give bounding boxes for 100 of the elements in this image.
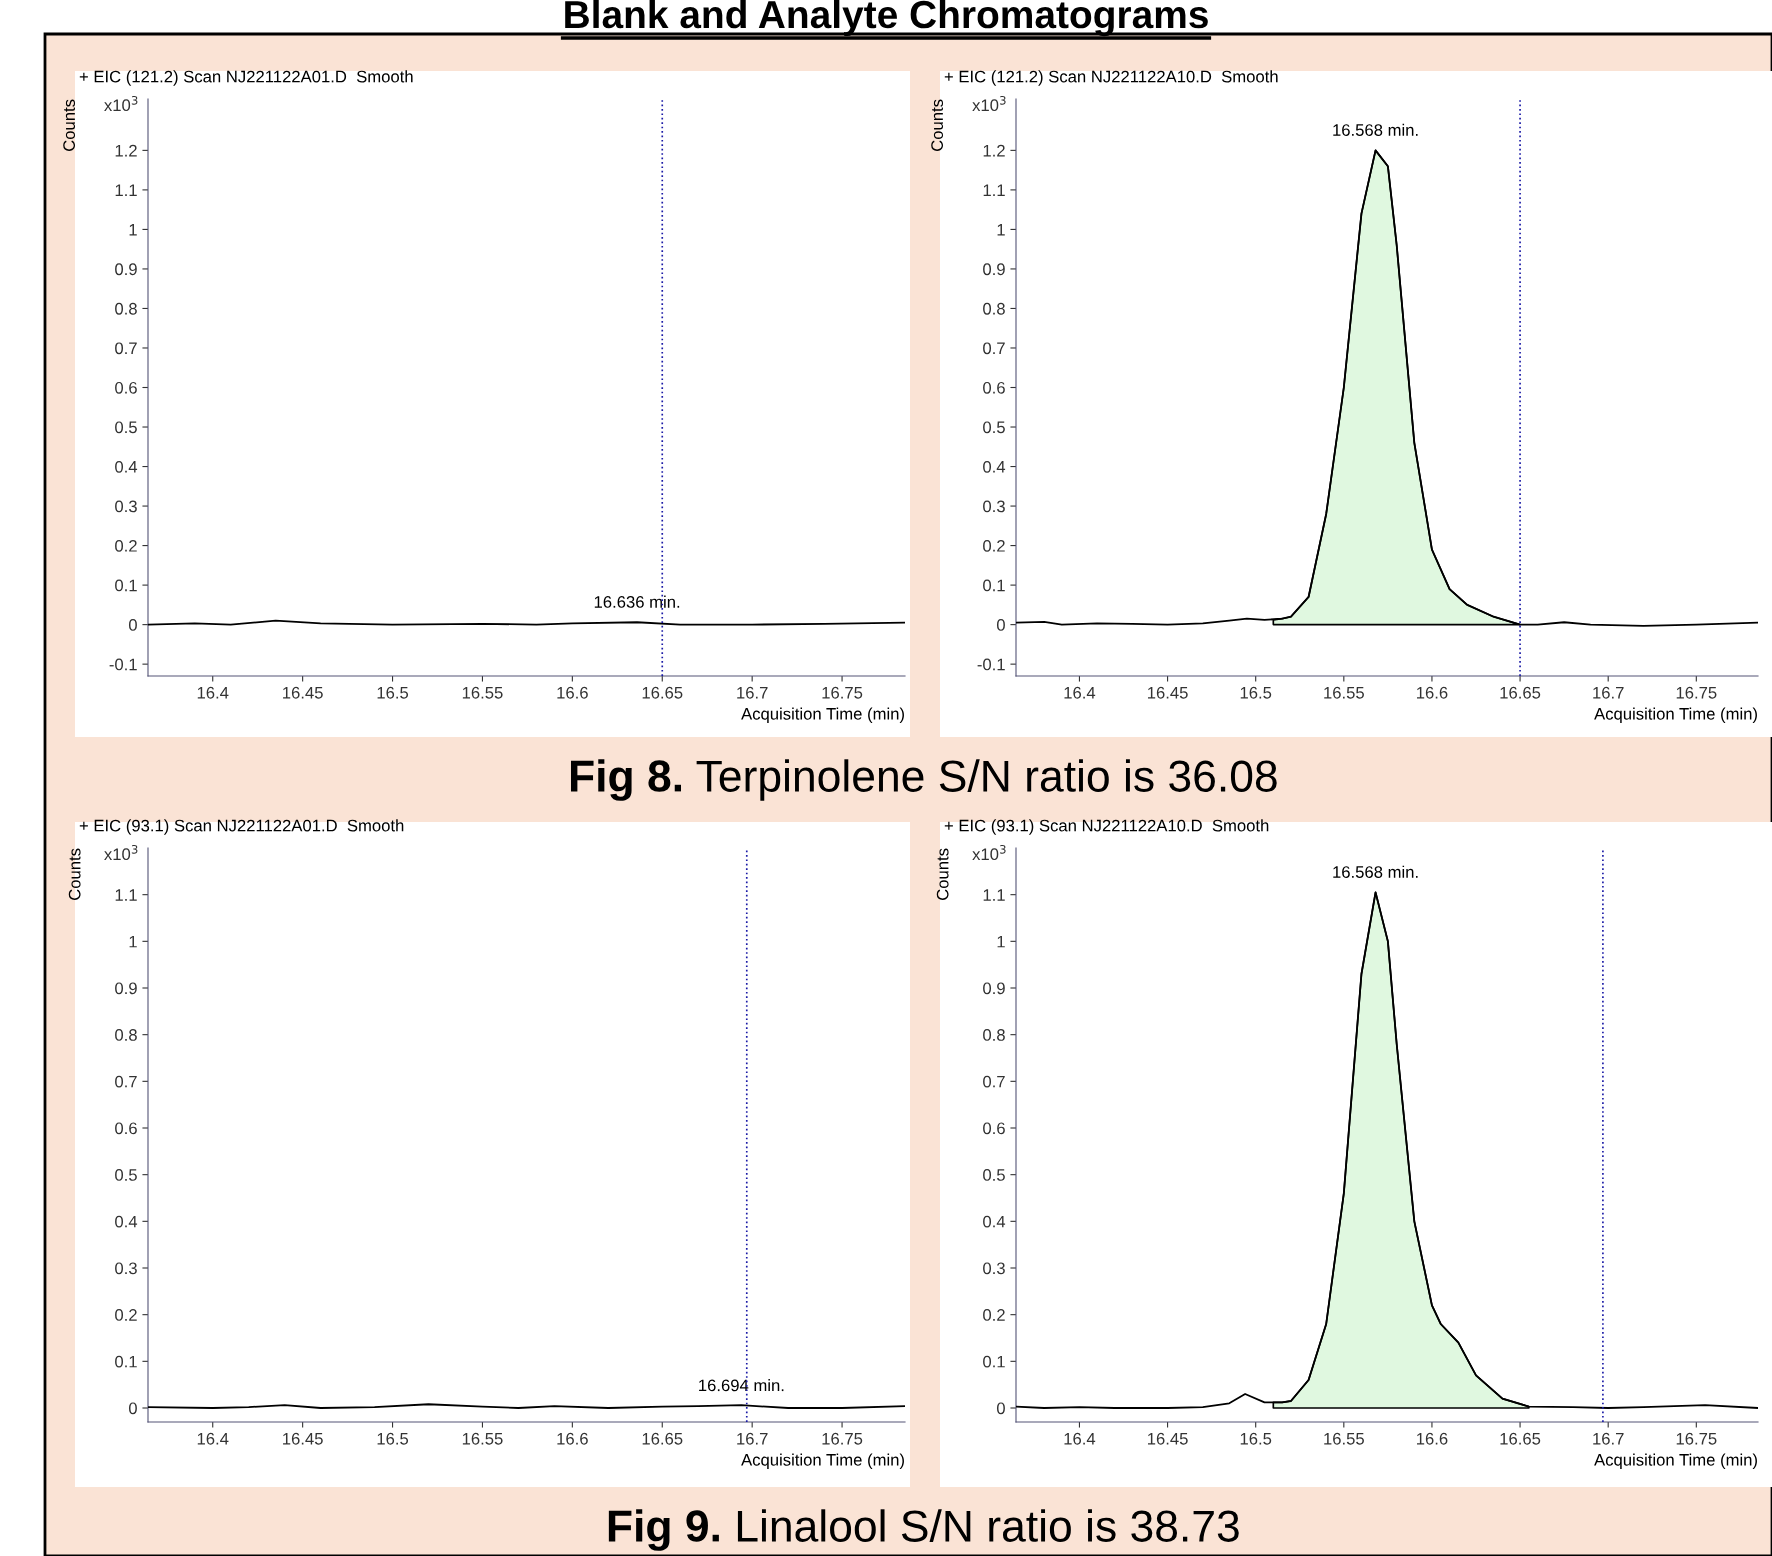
x-tick-label: 16.55 — [462, 686, 503, 699]
chart-title: + EIC (93.1) Scan NJ221122A10.D Smooth — [944, 819, 1269, 835]
x-tick-label: 16.7 — [1593, 1432, 1624, 1445]
y-tick-label: 0 — [996, 619, 1005, 631]
x-axis-title: Acquisition Time (min) — [741, 707, 904, 724]
x-tick-label: 16.6 — [557, 686, 588, 699]
y-tick-label: 1.1 — [983, 889, 1005, 901]
y-tick-label: 1.2 — [983, 144, 1005, 157]
y-tick-label: 0.7 — [115, 1075, 137, 1088]
x-axis-title: Acquisition Time (min) — [1594, 1453, 1757, 1470]
annotation: 16.636 min. — [594, 595, 680, 608]
y-tick-label: 0.7 — [983, 342, 1005, 355]
y-tick-label: 1.2 — [115, 144, 137, 157]
y-tick-label: 0.2 — [983, 539, 1005, 552]
x-tick-label: 16.5 — [1240, 1432, 1272, 1445]
y-tick-label: 0 — [996, 1402, 1005, 1415]
x-axis-title: Acquisition Time (min) — [1594, 707, 1757, 724]
chart-title: + EIC (121.2) Scan NJ221122A01.D Smooth — [79, 70, 413, 86]
text: x10$^{3}$ — [972, 844, 1006, 861]
y-tick-label: 1.1 — [115, 184, 137, 196]
y-tick-label: 0.9 — [983, 982, 1005, 995]
y-tick-label: 0.6 — [115, 1122, 137, 1135]
y-tick-label: 0.6 — [115, 381, 137, 394]
y-tick-label: 0.2 — [983, 1309, 1005, 1321]
x-tick-label: 16.6 — [1417, 686, 1448, 699]
chart-title: + EIC (121.2) Scan NJ221122A10.D Smooth — [944, 70, 1278, 86]
x-tick-label: 16.5 — [377, 686, 409, 699]
x-tick-label: 16.65 — [642, 1432, 683, 1445]
y-tick-label: 0.3 — [983, 500, 1005, 513]
x-tick-label: 16.75 — [1676, 686, 1717, 699]
y-tick-label: 0 — [128, 619, 137, 631]
y-tick-label: 0.9 — [115, 982, 137, 995]
y-tick-label: 0.4 — [115, 460, 138, 473]
x-tick-label: 16.75 — [822, 1432, 863, 1445]
y-tick-label: 0.7 — [115, 342, 137, 355]
y-tick-label: 0.1 — [115, 1355, 137, 1368]
x-tick-label: 16.75 — [1676, 1432, 1717, 1445]
y-tick-label: 0.7 — [983, 1075, 1005, 1088]
x-tick-label: 16.45 — [1147, 1432, 1188, 1445]
x-tick-label: 16.5 — [377, 1432, 409, 1445]
x-tick-label: 16.55 — [1324, 686, 1364, 699]
x-tick-label: 16.55 — [1324, 1432, 1364, 1445]
x-tick-label: 16.4 — [1064, 686, 1096, 699]
y-tick-label: 0.2 — [115, 1309, 137, 1321]
x-tick-label: 16.7 — [737, 1432, 768, 1445]
y-tick-label: 0.3 — [983, 1262, 1005, 1275]
x-tick-label: 16.45 — [283, 1432, 323, 1445]
x-tick-label: 16.6 — [1417, 1432, 1448, 1445]
y-tick-label: 0.8 — [115, 302, 137, 315]
y-tick-label: -0.1 — [109, 658, 137, 671]
y-tick-label: 0.5 — [983, 1169, 1005, 1181]
y-tick-label: 1.1 — [115, 889, 137, 901]
y-tick-label: 0.6 — [983, 1122, 1005, 1135]
x-tick-label: 16.75 — [822, 686, 863, 699]
y-tick-label: 0.1 — [983, 1355, 1005, 1368]
y-axis-title: Counts — [63, 99, 76, 151]
y-tick-label: 0.5 — [115, 1169, 137, 1181]
y-tick-label: 0.9 — [115, 263, 137, 276]
annotation: 16.568 min. — [1333, 865, 1418, 878]
y-tick-label: 0.2 — [115, 539, 137, 552]
y-tick-label: 0.1 — [983, 579, 1005, 592]
y-tick-label: -0.1 — [977, 658, 1005, 671]
y-axis-title: Counts — [936, 848, 949, 900]
annotation: 16.694 min. — [699, 1379, 784, 1392]
y-tick-label: 1 — [129, 935, 137, 948]
y-tick-label: 1 — [997, 935, 1005, 948]
y-tick-label: 0.5 — [115, 421, 137, 434]
x-tick-label: 16.7 — [1593, 686, 1624, 699]
x-tick-label: 16.65 — [1500, 686, 1541, 699]
y-axis-title: Counts — [931, 99, 944, 151]
y-tick-label: 0.4 — [983, 1215, 1006, 1228]
y-axis-title: Counts — [68, 848, 81, 900]
x-tick-label: 16.55 — [462, 1432, 503, 1445]
y-tick-label: 0.8 — [983, 1029, 1005, 1041]
y-tick-label: 0.1 — [115, 579, 137, 592]
x-tick-label: 16.4 — [1064, 1432, 1096, 1445]
y-tick-label: 0.3 — [115, 1262, 137, 1275]
x-tick-label: 16.65 — [642, 686, 683, 699]
text: Blank and Analyte Chromatograms — [565, 0, 1208, 37]
y-tick-label: 0.8 — [115, 1029, 137, 1041]
y-tick-label: 0.5 — [983, 421, 1005, 434]
y-tick-label: 0 — [128, 1402, 137, 1415]
x-tick-label: 16.45 — [283, 686, 323, 699]
y-tick-label: 0.3 — [115, 500, 137, 513]
text: x10$^{3}$ — [972, 95, 1006, 112]
y-tick-label: 0.8 — [983, 302, 1005, 315]
y-tick-label: 1 — [997, 223, 1005, 236]
y-tick-label: 0.9 — [983, 263, 1005, 276]
y-tick-label: 1.1 — [983, 184, 1005, 196]
x-tick-label: 16.6 — [557, 1432, 588, 1445]
text: Fig 8. Terpinolene S/N ratio is 36.08 — [570, 759, 1277, 801]
x-tick-label: 16.7 — [737, 686, 768, 699]
y-tick-label: 1 — [129, 223, 137, 236]
x-tick-label: 16.5 — [1240, 686, 1272, 699]
y-tick-label: 0.6 — [983, 381, 1005, 394]
annotation: 16.568 min. — [1333, 123, 1418, 136]
x-tick-label: 16.65 — [1500, 1432, 1541, 1445]
chart-title: + EIC (93.1) Scan NJ221122A01.D Smooth — [79, 819, 404, 835]
x-tick-label: 16.4 — [197, 686, 229, 699]
text: Fig 9. Linalool S/N ratio is 38.73 — [608, 1509, 1239, 1551]
